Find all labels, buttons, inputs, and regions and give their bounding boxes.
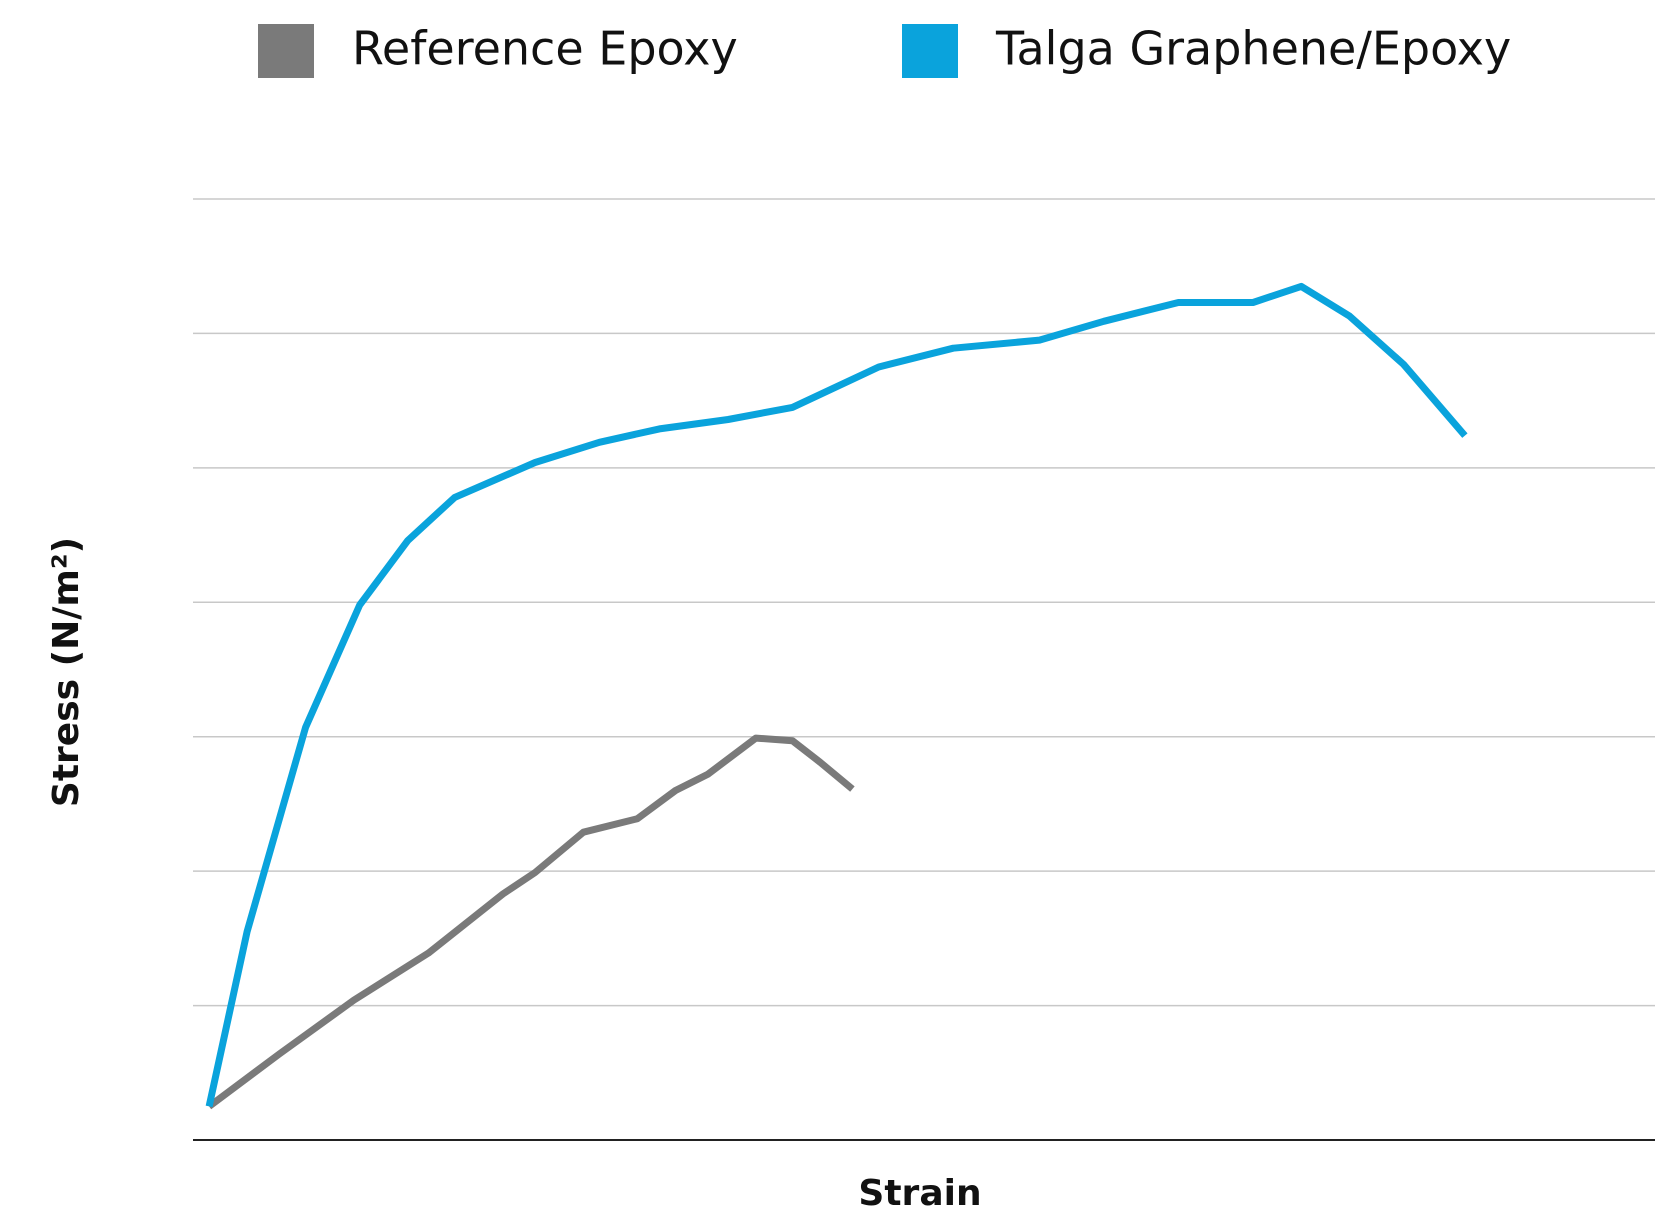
legend-label: Talga Graphene/Epoxy xyxy=(995,22,1511,76)
legend-label: Reference Epoxy xyxy=(352,22,738,76)
y-axis-label: Stress (N/m²) xyxy=(46,537,87,807)
legend-swatch xyxy=(902,24,958,78)
legend-swatch xyxy=(258,24,314,78)
line-series xyxy=(205,282,1468,1108)
x-axis-label: Strain xyxy=(858,1173,981,1208)
line-series xyxy=(207,734,855,1110)
